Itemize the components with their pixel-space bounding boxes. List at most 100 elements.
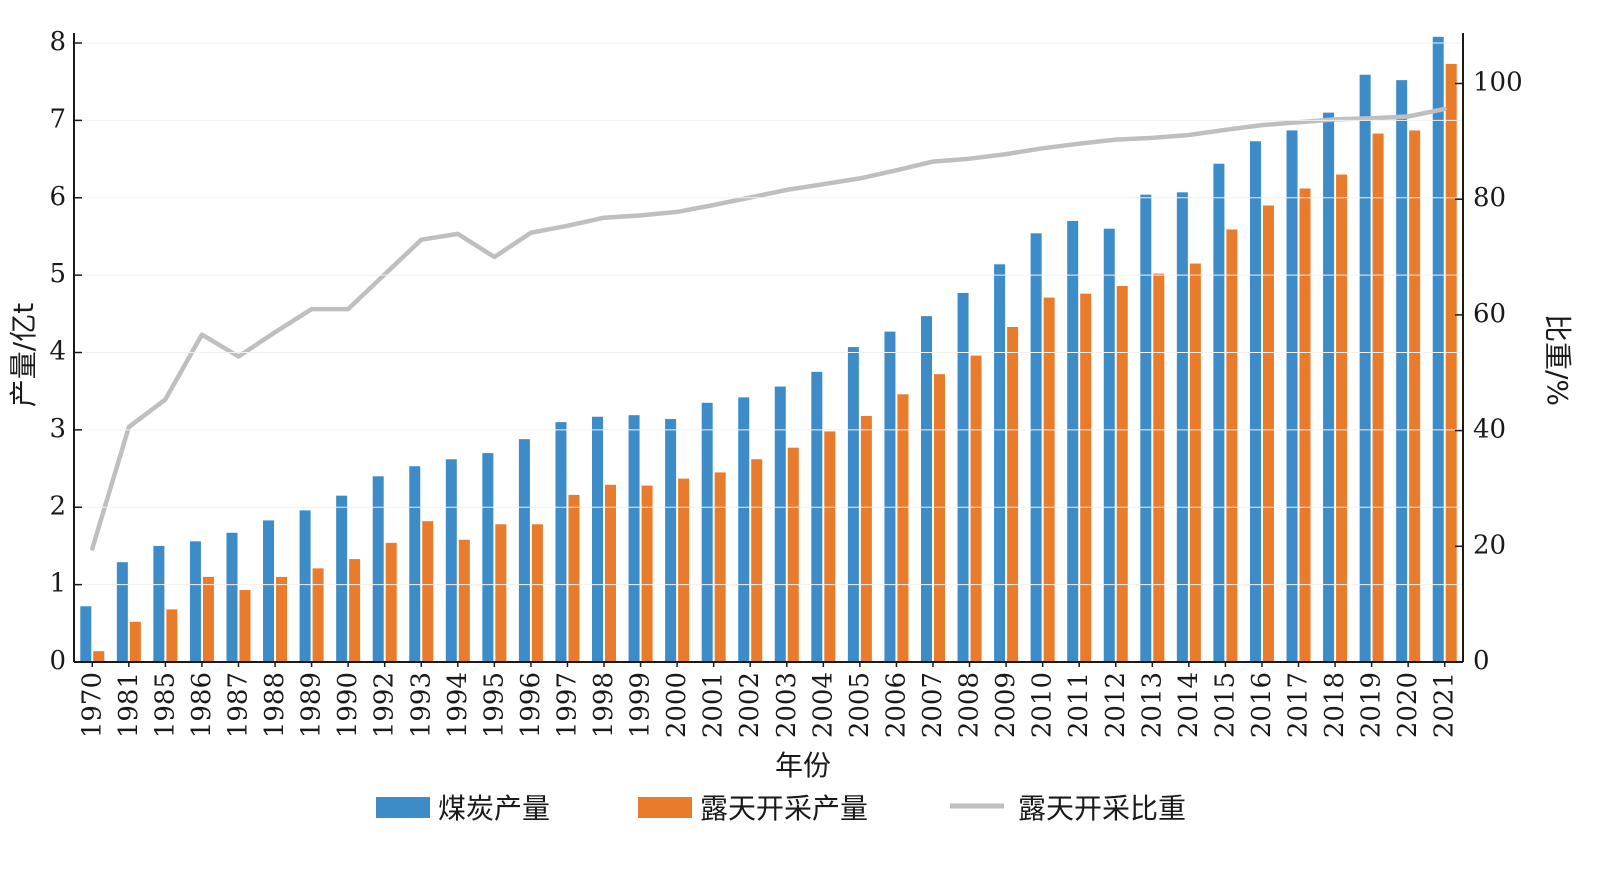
y-right-tick-label: 60 — [1473, 299, 1506, 329]
bar-coal-2003 — [774, 386, 786, 662]
bar-open-pit-2011 — [1080, 293, 1092, 662]
y-tick-label: 8 — [49, 27, 66, 57]
bar-coal-2018 — [1323, 112, 1335, 662]
bar-coal-2021 — [1432, 36, 1444, 663]
legend-label-share: 露天开采比重 — [1018, 792, 1186, 825]
y-right-tick-label: 80 — [1473, 183, 1506, 213]
bar-coal-2011 — [1067, 220, 1079, 662]
x-tick-label: 2006 — [881, 672, 911, 738]
x-tick-label: 1981 — [114, 672, 144, 738]
bar-coal-1994 — [445, 459, 457, 662]
bar-coal-2006 — [884, 331, 896, 662]
bar-coal-1998 — [592, 416, 604, 662]
bar-open-pit-1994 — [458, 539, 470, 662]
y-right-tick-label: 0 — [1473, 646, 1490, 676]
bar-coal-1970 — [80, 606, 92, 662]
y-tick-label: 4 — [49, 337, 66, 367]
bar-coal-2017 — [1286, 130, 1298, 663]
y-right-tick-label: 40 — [1473, 415, 1506, 445]
bar-open-pit-2000 — [678, 478, 690, 662]
legend-label-open-pit: 露天开采产量 — [700, 792, 868, 825]
y-tick-label: 1 — [49, 569, 66, 599]
bar-open-pit-2012 — [1116, 285, 1128, 662]
bar-coal-1990 — [336, 495, 348, 662]
legend-label-coal: 煤炭产量 — [438, 792, 550, 825]
bar-open-pit-2009 — [1007, 326, 1019, 662]
x-tick-label: 2008 — [955, 672, 985, 738]
legend-swatch-coal — [376, 797, 430, 818]
bar-open-pit-1995 — [495, 524, 507, 662]
line-share — [90, 106, 1447, 551]
bar-coal-2007 — [920, 316, 932, 662]
bar-open-pit-1990 — [349, 559, 361, 662]
x-tick-label: 1986 — [187, 672, 217, 738]
y-right-tick-label: 100 — [1473, 67, 1523, 97]
x-tick-label: 2014 — [1174, 672, 1204, 738]
left-tick-labels: 0 1 2 3 4 5 6 7 8 — [49, 27, 66, 676]
x-tick-label: 2016 — [1247, 672, 1277, 738]
x-tick-label: 2004 — [808, 672, 838, 738]
right-tick-labels: 0 20 40 60 80 100 — [1473, 67, 1523, 676]
x-tick-label: 2011 — [1064, 672, 1094, 738]
x-tick-label: 2010 — [1028, 672, 1058, 738]
bar-coal-2004 — [811, 371, 823, 662]
y-tick-label: 0 — [49, 646, 66, 676]
bar-open-pit-1981 — [129, 621, 141, 662]
x-tick-label: 2002 — [735, 672, 765, 738]
bar-open-pit-2017 — [1299, 188, 1311, 662]
x-tick-label: 2009 — [991, 672, 1021, 738]
x-tick-label: 2005 — [845, 672, 875, 738]
x-tick-labels: 1970 1981 1985 1986 1987 1988 1989 1990 1992 1993… — [77, 672, 1459, 738]
bar-coal-2013 — [1140, 194, 1152, 662]
legend: 煤炭产量 露天开采产量 露天开采比重 — [376, 792, 1186, 825]
x-tick-label: 2015 — [1210, 672, 1240, 738]
bar-coal-2012 — [1103, 228, 1115, 662]
bar-coal-1988 — [263, 520, 275, 662]
x-tick-label: 2003 — [772, 672, 802, 738]
bar-coal-2019 — [1359, 74, 1371, 662]
x-tick-label: 1989 — [297, 672, 327, 738]
y-tick-label: 2 — [49, 491, 66, 521]
bar-open-pit-2014 — [1189, 263, 1201, 662]
x-tick-label: 1988 — [260, 672, 290, 738]
bar-open-pit-1987 — [239, 590, 251, 662]
bar-open-pit-2003 — [787, 447, 799, 662]
bar-coal-1985 — [153, 545, 165, 662]
bar-coal-2001 — [701, 402, 713, 662]
y-tick-label: 6 — [49, 182, 66, 212]
bar-open-pit-2005 — [860, 415, 872, 662]
bar-coal-1986 — [189, 541, 201, 662]
bar-open-pit-2013 — [1153, 273, 1165, 662]
bar-coal-1993 — [409, 466, 421, 662]
y-right-tick-label: 20 — [1473, 530, 1506, 560]
bar-open-pit-2008 — [970, 355, 982, 662]
bar-open-pit-2001 — [714, 472, 726, 662]
bar-coal-1992 — [372, 476, 384, 662]
bar-open-pit-2016 — [1262, 205, 1274, 663]
bar-open-pit-1997 — [568, 494, 580, 662]
x-tick-label: 2007 — [918, 672, 948, 738]
y-axis-title: 产量/亿t — [7, 303, 40, 407]
bar-open-pit-1999 — [641, 485, 653, 662]
bar-coal-2014 — [1176, 192, 1188, 663]
bar-open-pit-1998 — [605, 484, 617, 662]
x-tick-label: 1987 — [223, 672, 253, 738]
bar-open-pit-2015 — [1226, 229, 1238, 662]
x-tick-label: 1995 — [479, 672, 509, 738]
bar-coal-2020 — [1396, 80, 1408, 662]
x-tick-label: 1998 — [589, 672, 619, 738]
x-tick-label: 1997 — [552, 672, 582, 738]
x-tick-label: 1985 — [150, 672, 180, 738]
bar-open-pit-2006 — [897, 394, 909, 662]
x-tick-label: 1996 — [516, 672, 546, 738]
bar-open-pit-2007 — [933, 374, 945, 662]
bar-coal-1999 — [628, 415, 640, 662]
legend-swatch-open-pit — [638, 797, 692, 818]
bar-open-pit-1985 — [166, 609, 178, 662]
bar-open-pit-2010 — [1043, 297, 1055, 662]
x-tick-label: 2013 — [1137, 672, 1167, 738]
bar-open-pit-2002 — [751, 459, 763, 662]
bar-open-pit-1989 — [312, 568, 324, 662]
bar-coal-1997 — [555, 422, 567, 662]
